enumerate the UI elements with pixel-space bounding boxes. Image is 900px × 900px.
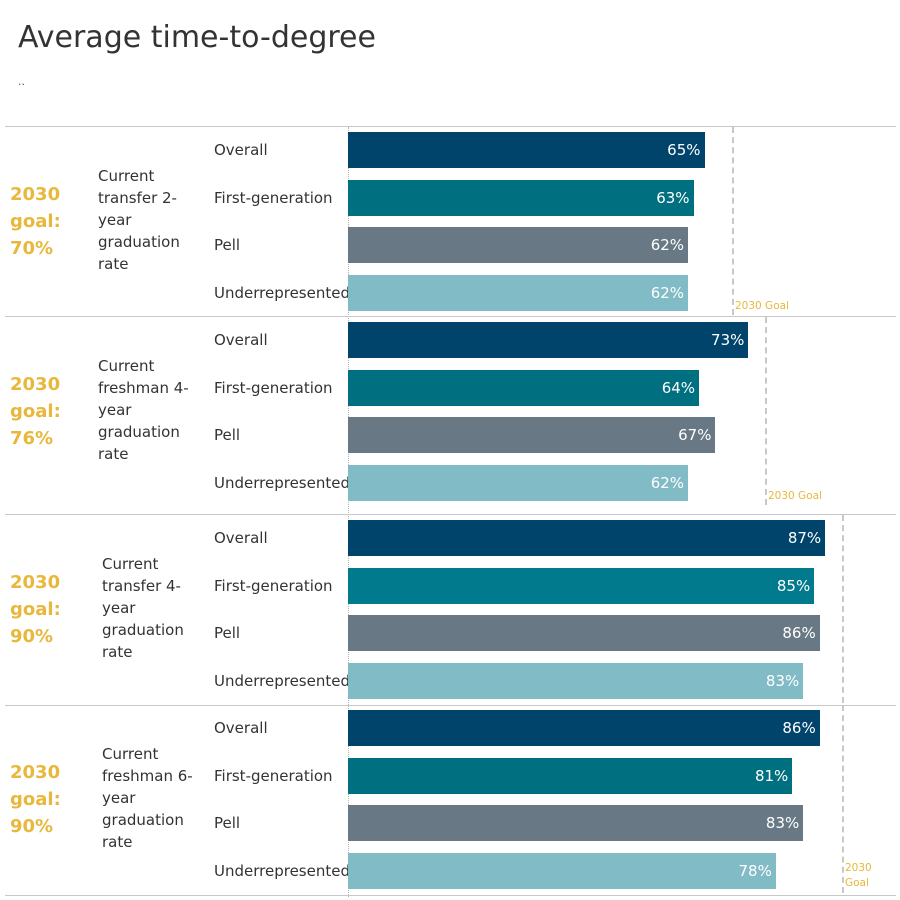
category-label: First-generation [214,576,333,595]
bar-overall[interactable] [348,710,820,746]
bar-value-label: 85% [776,576,811,595]
bar-value-label: 64% [661,378,696,397]
category-label: First-generation [214,766,333,785]
category-label: Overall [214,529,268,547]
bar-first-generation[interactable] [348,179,694,216]
goal-marker-label: 2030 Goal [735,300,789,312]
bar-value-label: 73% [711,331,745,349]
bar-value-label: 63% [656,188,690,207]
goal-label: 2030 goal: 76% [10,374,61,449]
metric-label: Current transfer 2-year graduation rate [98,167,180,273]
bar-value-label: 78% [738,861,772,880]
bar-overall[interactable] [348,132,705,168]
goal-reference-line [732,127,734,315]
goal-reference-line [765,317,767,505]
bar-pell[interactable] [348,227,689,263]
bar-value-label: 86% [782,719,816,737]
metric-label: Current transfer 4-year graduation rate [102,555,184,661]
panel-divider [5,126,896,127]
goal-reference-line [842,515,844,703]
bar-value-label: 83% [765,671,800,690]
bar-first-generation[interactable] [348,369,700,406]
category-label: Pell [214,624,241,642]
bar-value-label: 62% [650,473,685,492]
goal-label: 2030 goal: 90% [10,762,61,837]
chart-title: Average time-to-degree [18,20,376,55]
bar-value-label: 86% [782,624,816,642]
bar-underrepresented[interactable] [348,852,776,889]
panel-divider [5,316,896,317]
category-label: First-generation [214,378,333,397]
category-label: Overall [214,331,268,349]
metric-label: Current freshman 4-year graduation rate [98,357,189,463]
category-label: Pell [214,236,241,254]
bar-overall[interactable] [348,322,749,358]
goal-label: 2030 goal: 70% [10,184,61,259]
bar-overall[interactable] [348,520,826,556]
category-label: Overall [214,141,268,159]
goal-label: 2030 goal: 90% [10,572,61,647]
bar-value-label: 83% [765,814,800,832]
bar-value-label: 65% [667,141,701,159]
category-label: Underrepresented [214,473,350,492]
bar-value-label: 67% [678,426,712,444]
category-label: Underrepresented [214,283,350,302]
chart-subtitle: .. [18,75,25,88]
axis-zero-line [348,127,349,897]
bar-pell[interactable] [348,615,820,651]
metric-label: Current freshman 6-year graduation rate [102,745,193,851]
bar-first-generation[interactable] [348,757,793,794]
category-label: First-generation [214,188,333,207]
category-label: Underrepresented [214,671,350,690]
category-label: Underrepresented [214,861,350,880]
bar-pell[interactable] [348,805,804,841]
category-label: Overall [214,719,268,737]
bar-value-label: 62% [650,236,685,254]
bar-underrepresented[interactable] [348,662,804,699]
bar-value-label: 87% [787,529,822,547]
goal-marker-label: 2030 Goal [845,862,872,889]
bar-first-generation[interactable] [348,567,815,604]
panel-divider [5,705,896,706]
goal-reference-line [842,705,844,893]
category-label: Pell [214,426,241,444]
panel-divider [5,514,896,515]
category-label: Pell [214,814,241,832]
bar-underrepresented[interactable] [348,274,689,311]
bar-pell[interactable] [348,417,716,453]
goal-marker-label: 2030 Goal [768,490,822,502]
bar-underrepresented[interactable] [348,464,689,501]
bar-value-label: 62% [650,283,685,302]
panel-divider [5,895,896,896]
bar-value-label: 81% [754,766,789,785]
